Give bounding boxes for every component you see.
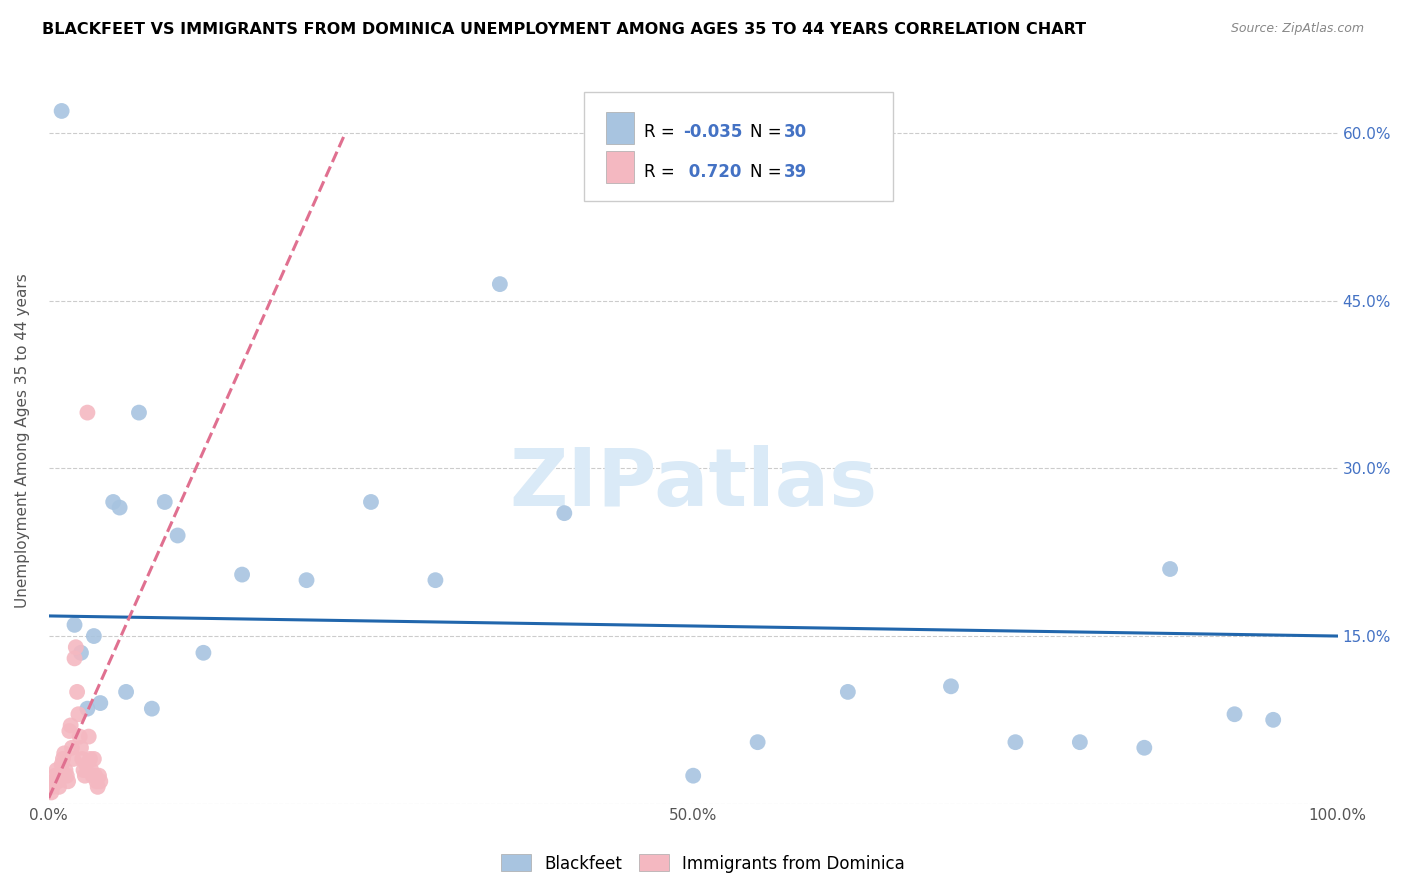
Text: 0.720: 0.720 bbox=[683, 163, 741, 181]
Point bbox=[75, 757, 97, 772]
Text: R =: R = bbox=[644, 123, 681, 141]
Point bbox=[489, 277, 512, 292]
Text: BLACKFEET VS IMMIGRANTS FROM DOMINICA UNEMPLOYMENT AMONG AGES 35 TO 44 YEARS COR: BLACKFEET VS IMMIGRANTS FROM DOMINICA UN… bbox=[42, 22, 1087, 37]
Point bbox=[67, 707, 90, 722]
Text: 39: 39 bbox=[783, 163, 807, 181]
Point bbox=[69, 730, 91, 744]
Point bbox=[51, 757, 73, 772]
Point bbox=[128, 406, 150, 420]
Point bbox=[939, 679, 962, 693]
Point bbox=[62, 752, 84, 766]
Point bbox=[63, 618, 86, 632]
Point bbox=[51, 103, 73, 118]
Point bbox=[42, 774, 65, 789]
Point bbox=[837, 685, 859, 699]
Point bbox=[1004, 735, 1026, 749]
Text: Source: ZipAtlas.com: Source: ZipAtlas.com bbox=[1230, 22, 1364, 36]
Point bbox=[41, 785, 63, 799]
FancyBboxPatch shape bbox=[606, 151, 634, 183]
Point bbox=[72, 752, 94, 766]
Point bbox=[83, 629, 105, 643]
Point bbox=[553, 506, 575, 520]
Point bbox=[60, 740, 83, 755]
Text: N =: N = bbox=[749, 163, 787, 181]
Point bbox=[87, 780, 110, 794]
Point bbox=[70, 646, 93, 660]
Point bbox=[115, 685, 138, 699]
Point bbox=[425, 573, 447, 587]
Point bbox=[153, 495, 176, 509]
Point bbox=[231, 567, 253, 582]
Point bbox=[682, 769, 704, 783]
Point bbox=[56, 774, 79, 789]
Point bbox=[193, 646, 215, 660]
Text: -0.035: -0.035 bbox=[683, 123, 742, 141]
Point bbox=[103, 495, 125, 509]
Point bbox=[1133, 740, 1156, 755]
Point bbox=[44, 769, 66, 783]
Legend: Blackfeet, Immigrants from Dominica: Blackfeet, Immigrants from Dominica bbox=[495, 847, 911, 880]
Point bbox=[77, 730, 100, 744]
Point bbox=[73, 769, 96, 783]
Point bbox=[41, 780, 63, 794]
Text: N =: N = bbox=[749, 123, 787, 141]
Point bbox=[1223, 707, 1246, 722]
Point bbox=[58, 724, 80, 739]
FancyBboxPatch shape bbox=[606, 112, 634, 145]
Point bbox=[45, 763, 67, 777]
Point bbox=[65, 640, 87, 655]
Point bbox=[747, 735, 769, 749]
Point bbox=[46, 774, 69, 789]
Y-axis label: Unemployment Among Ages 35 to 44 years: Unemployment Among Ages 35 to 44 years bbox=[15, 273, 30, 608]
Point bbox=[76, 701, 98, 715]
Point bbox=[1159, 562, 1181, 576]
Text: ZIPatlas: ZIPatlas bbox=[509, 445, 877, 523]
Point bbox=[1263, 713, 1285, 727]
Point bbox=[166, 528, 188, 542]
Point bbox=[59, 718, 82, 732]
Point bbox=[86, 774, 108, 789]
FancyBboxPatch shape bbox=[583, 92, 893, 201]
Point bbox=[56, 769, 79, 783]
Point bbox=[295, 573, 318, 587]
Point bbox=[63, 651, 86, 665]
Point bbox=[360, 495, 382, 509]
Point bbox=[66, 685, 89, 699]
Point bbox=[80, 763, 103, 777]
Point bbox=[70, 740, 93, 755]
Text: 30: 30 bbox=[783, 123, 807, 141]
Point bbox=[84, 769, 107, 783]
Point bbox=[108, 500, 131, 515]
Point bbox=[48, 780, 70, 794]
Point bbox=[72, 763, 94, 777]
Point bbox=[82, 769, 104, 783]
Point bbox=[141, 701, 163, 715]
Point bbox=[79, 752, 101, 766]
Point bbox=[89, 696, 111, 710]
Point bbox=[83, 752, 105, 766]
Text: R =: R = bbox=[644, 163, 681, 181]
Point bbox=[49, 769, 72, 783]
Point bbox=[89, 774, 111, 789]
Point bbox=[1069, 735, 1091, 749]
Point bbox=[52, 752, 75, 766]
Point bbox=[55, 763, 77, 777]
Point bbox=[76, 406, 98, 420]
Point bbox=[87, 769, 110, 783]
Point bbox=[53, 747, 76, 761]
